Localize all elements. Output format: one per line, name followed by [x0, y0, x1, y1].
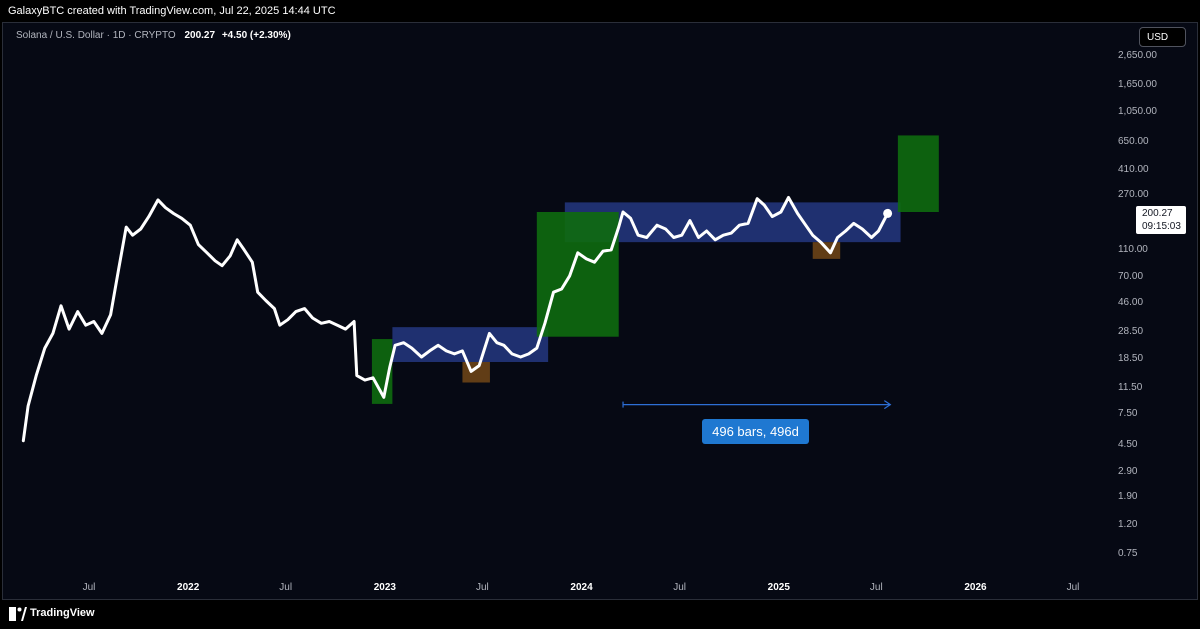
x-tick-label: Jul: [869, 582, 883, 593]
y-tick-label: 650.00: [1118, 135, 1149, 147]
y-tick-label: 0.75: [1118, 548, 1138, 559]
y-tick-label: 1.20: [1118, 519, 1138, 531]
price-badge: 200.27 09:15:03: [1136, 206, 1186, 234]
tradingview-brand: TradingView: [30, 607, 95, 619]
green-zone-4[interactable]: [897, 135, 939, 213]
currency-button[interactable]: USD: [1139, 27, 1186, 47]
y-tick-label: 410.00: [1118, 163, 1149, 175]
y-tick-label: 7.50: [1118, 407, 1138, 419]
attribution-bar: GalaxyBTC created with TradingView.com, …: [0, 0, 1200, 22]
x-tick-label: 2025: [767, 582, 790, 593]
symbol-title: Solana / U.S. Dollar · 1D · CRYPTO: [16, 30, 176, 41]
x-tick-label: Jul: [1066, 582, 1080, 593]
zones-layer: [371, 135, 939, 404]
measure-arrowhead: [883, 400, 892, 410]
x-tick-label: Jul: [279, 582, 293, 593]
green-zone-3[interactable]: [536, 212, 619, 337]
y-tick-label: 110.00: [1118, 243, 1148, 255]
y-tick-label: 11.50: [1118, 381, 1143, 393]
y-tick-label: 1,650.00: [1118, 78, 1157, 90]
measure-label: 496 bars, 496d: [702, 419, 809, 444]
brown-zone-5[interactable]: [462, 361, 490, 383]
measure-tool[interactable]: [622, 400, 892, 410]
y-tick-label: 2,650.00: [1118, 50, 1157, 61]
x-tick-label: 2024: [570, 582, 593, 593]
tradingview-logo-icon: [9, 607, 27, 621]
attribution-text: GalaxyBTC created with TradingView.com, …: [8, 5, 336, 17]
y-tick-label: 18.50: [1118, 352, 1144, 364]
price-change: +4.50 (+2.30%): [221, 30, 291, 41]
price-badge-countdown: 09:15:03: [1142, 221, 1181, 232]
last-price: 200.27: [184, 30, 216, 41]
x-tick-label: 2022: [177, 582, 200, 593]
footer: [0, 600, 1200, 629]
x-tick-label: Jul: [82, 582, 96, 593]
symbol-legend: Solana / U.S. Dollar · 1D · CRYPTO 200.2…: [16, 30, 291, 41]
x-tick-label: 2026: [964, 582, 987, 593]
y-tick-label: 1.90: [1118, 491, 1138, 503]
last-price-marker: [883, 208, 893, 218]
x-tick-label: Jul: [475, 582, 489, 593]
price-line: [21, 196, 890, 443]
price-chart: [21, 135, 939, 443]
y-tick-label: 2.90: [1118, 465, 1138, 477]
y-tick-label: 1,050.00: [1118, 106, 1157, 118]
x-tick-label: 2023: [373, 582, 396, 593]
y-tick-label: 270.00: [1118, 189, 1149, 201]
x-tick-label: Jul: [673, 582, 687, 593]
y-tick-label: 4.50: [1118, 438, 1138, 450]
y-tick-label: 28.50: [1118, 326, 1144, 338]
price-badge-value: 200.27: [1142, 208, 1173, 219]
y-tick-label: 70.00: [1118, 271, 1144, 283]
y-tick-label: 46.00: [1118, 297, 1144, 309]
